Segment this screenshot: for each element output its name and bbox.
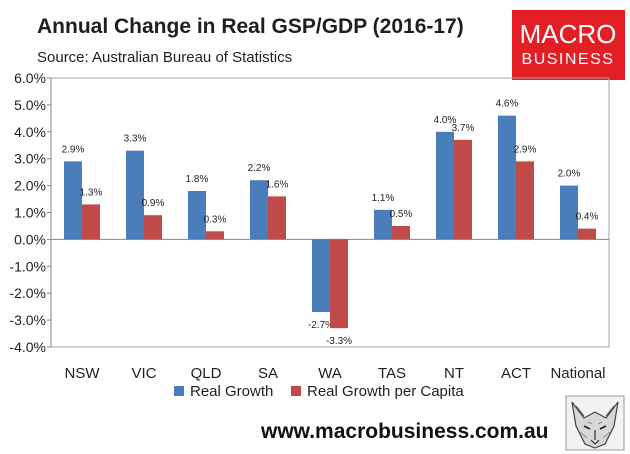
data-label-act-real-growth-per-capita: 2.9% [514,144,537,155]
bar-wa-real-growth [312,239,330,313]
bar-national-real-growth-per-capita [578,228,596,240]
legend-swatch-real-growth-per-capita [291,386,301,396]
data-label-nt-real-growth-per-capita: 3.7% [452,123,475,134]
logo-line1: MACRO [520,19,617,49]
legend-label-real-growth: Real Growth [190,383,273,400]
logo-background [512,10,625,80]
y-tick-label: 2.0% [14,178,46,194]
category-label-tas: TAS [378,365,406,382]
category-label-act: ACT [501,365,531,382]
category-label-qld: QLD [191,365,222,382]
bar-nsw-real-growth [64,161,82,240]
y-tick-label: -3.0% [9,312,46,328]
bar-wa-real-growth-per-capita [330,239,348,329]
y-tick-label: -1.0% [9,258,46,274]
data-label-nsw-real-growth: 2.9% [62,144,85,155]
data-label-wa-real-growth: -2.7% [308,320,334,331]
bar-nt-real-growth [436,131,454,240]
y-tick-label: -2.0% [9,285,46,301]
data-label-nsw-real-growth-per-capita: 1.3% [80,187,103,198]
bar-nsw-real-growth-per-capita [82,204,100,240]
macro-business-logo: MACRO BUSINESS [512,10,625,80]
category-label-sa: SA [258,365,278,382]
bar-sa-real-growth [250,180,268,240]
bar-nt-real-growth-per-capita [454,139,472,240]
data-label-vic-real-growth-per-capita: 0.9% [142,198,165,209]
wolf-head-icon [565,395,625,451]
bar-tas-real-growth-per-capita [392,225,410,240]
bar-national-real-growth [560,185,578,240]
bar-sa-real-growth-per-capita [268,196,286,240]
bar-act-real-growth-per-capita [516,161,534,240]
legend: Real Growth Real Growth per Capita [174,383,464,400]
data-label-nt-real-growth: 4.0% [434,115,457,126]
data-label-national-real-growth-per-capita: 0.4% [576,212,599,223]
category-label-nt: NT [444,365,464,382]
y-tick-label: -4.0% [9,339,46,355]
y-tick-label: 0.0% [14,231,46,247]
plot-area: 6.0% 5.0% 4.0% 3.0% 2.0% 1.0% 0.0% -1.0% -2.0% -3… [9,70,610,382]
data-label-qld-real-growth: 1.8% [186,174,209,185]
data-label-tas-real-growth-per-capita: 0.5% [390,209,413,220]
y-tick-label: 6.0% [14,70,46,86]
category-label-vic: VIC [131,365,156,382]
bar-act-real-growth [498,115,516,240]
y-tick-label: 3.0% [14,151,46,167]
category-label-national: National [550,365,605,382]
data-label-vic-real-growth: 3.3% [124,134,147,145]
data-label-national-real-growth: 2.0% [558,169,581,180]
website-url: www.macrobusiness.com.au [260,420,548,443]
y-tick-label: 5.0% [14,97,46,113]
data-label-act-real-growth: 4.6% [496,99,519,110]
y-tick-label: 1.0% [14,205,46,221]
legend-swatch-real-growth [174,386,184,396]
bar-qld-real-growth [188,190,206,240]
y-tick-label: 4.0% [14,124,46,140]
logo-line2: BUSINESS [522,51,615,68]
data-label-sa-real-growth-per-capita: 1.6% [266,179,289,190]
category-label-wa: WA [318,365,342,382]
legend-label-real-growth-per-capita: Real Growth per Capita [307,383,464,400]
category-label-nsw: NSW [65,365,101,382]
bar-qld-real-growth-per-capita [206,231,224,240]
chart-title: Annual Change in Real GSP/GDP (2016-17) [37,15,464,38]
data-label-wa-real-growth-per-capita: -3.3% [326,336,352,347]
data-label-sa-real-growth: 2.2% [248,163,271,174]
bar-tas-real-growth [374,209,392,240]
bar-vic-real-growth [126,150,144,240]
data-label-qld-real-growth-per-capita: 0.3% [204,214,227,225]
bar-vic-real-growth-per-capita [144,215,162,240]
chart-subtitle: Source: Australian Bureau of Statistics [37,49,292,66]
data-label-tas-real-growth: 1.1% [372,193,395,204]
